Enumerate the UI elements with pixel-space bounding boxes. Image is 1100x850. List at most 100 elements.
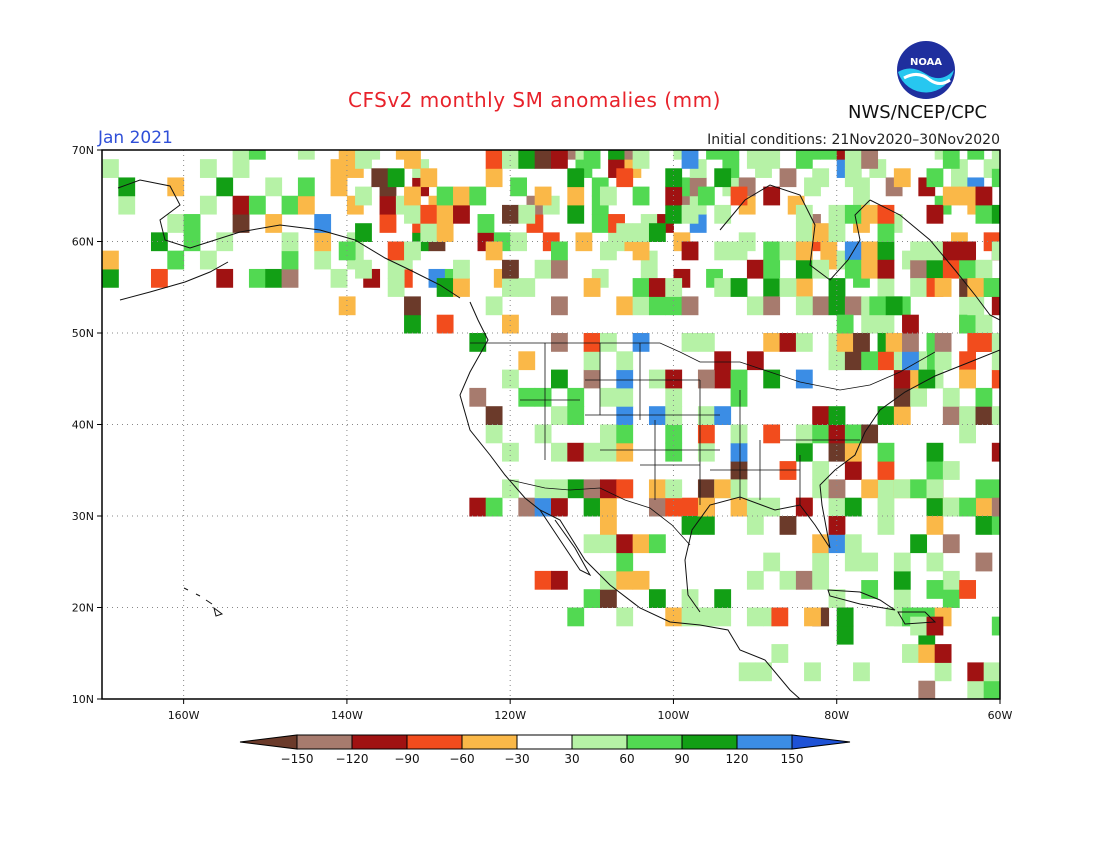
anomaly-cell xyxy=(779,570,797,590)
anomaly-cell xyxy=(967,680,985,699)
anomaly-cell xyxy=(991,351,1000,371)
anomaly-cell xyxy=(730,369,748,389)
anomaly-cell xyxy=(934,333,952,352)
anomaly-cell xyxy=(942,570,960,590)
anomaly-cell xyxy=(575,232,593,252)
anomaly-cell xyxy=(795,296,813,316)
anomaly-cell xyxy=(502,150,519,151)
anomaly-cell xyxy=(404,150,421,169)
anomaly-cell xyxy=(485,150,503,151)
anomaly-cell xyxy=(681,516,699,535)
anomaly-cell xyxy=(730,424,748,444)
anomaly-cell xyxy=(763,296,781,316)
anomaly-cell xyxy=(795,223,813,242)
anomaly-cell xyxy=(926,552,944,572)
anomaly-cell xyxy=(861,424,879,444)
axis-labels: 70N 60N 50N 40N 30N 20N 10N 160W 140W 120W 100W 80W… xyxy=(72,144,1013,722)
lat-tick-label: 10N xyxy=(72,693,94,706)
anomaly-cell xyxy=(934,351,952,371)
anomaly-cell xyxy=(1082,626,1099,645)
anomaly-cell xyxy=(918,680,936,699)
anomaly-cell xyxy=(926,259,944,279)
anomaly-cell xyxy=(902,644,919,663)
anomaly-cell xyxy=(877,223,895,242)
lon-tick-label: 160W xyxy=(168,709,200,722)
anomaly-cell xyxy=(828,589,846,608)
anomaly-cell xyxy=(910,534,928,554)
anomaly-cell xyxy=(518,278,536,297)
anomaly-cell xyxy=(567,204,585,224)
anomaly-cell xyxy=(681,150,699,169)
anomaly-cell xyxy=(1057,443,1074,462)
anomaly-cell xyxy=(983,680,1000,699)
anomaly-cell xyxy=(502,259,519,279)
anomaly-cell xyxy=(102,159,119,178)
anomaly-cell xyxy=(812,424,830,444)
anomaly-cell xyxy=(1008,370,1025,389)
cuba xyxy=(827,589,896,611)
anomaly-cell xyxy=(453,186,470,206)
anomaly-cell xyxy=(836,607,854,627)
anomaly-cell xyxy=(697,333,715,352)
anomaly-cell xyxy=(265,177,283,197)
anomaly-cell xyxy=(730,442,748,462)
anomaly-cell xyxy=(697,479,715,499)
anomaly-cell xyxy=(1024,168,1041,187)
colorbar-swatch xyxy=(296,734,353,750)
anomaly-cell xyxy=(297,195,315,215)
anomaly-cell xyxy=(893,168,911,188)
anomaly-cell xyxy=(1008,296,1025,315)
anomaly-cell xyxy=(1065,232,1082,251)
anomaly-cell xyxy=(355,186,372,206)
anomaly-cell xyxy=(502,314,519,334)
anomaly-cell xyxy=(714,241,732,261)
anomaly-cell xyxy=(551,241,568,261)
colorbar-swatch xyxy=(351,734,408,750)
anomaly-cell xyxy=(885,333,903,352)
anomaly-cell xyxy=(763,497,781,517)
anomaly-cell xyxy=(404,186,421,206)
anomaly-cell xyxy=(877,278,895,297)
anomaly-cell xyxy=(314,214,332,233)
anomaly-cell xyxy=(877,314,895,334)
anomaly-cell xyxy=(1033,141,1050,160)
anomaly-cell xyxy=(1041,315,1058,334)
anomaly-cell xyxy=(714,150,732,151)
anomaly-cell xyxy=(861,479,879,499)
anomaly-cell xyxy=(1057,516,1074,535)
anomaly-cell xyxy=(746,497,764,517)
anomaly-cell xyxy=(167,214,185,233)
anomaly-cell xyxy=(632,150,650,169)
anomaly-cell xyxy=(199,159,217,178)
anomaly-cell xyxy=(779,461,797,480)
anomaly-cell xyxy=(1008,278,1025,297)
anomaly-cell xyxy=(387,278,405,297)
anomaly-cell xyxy=(697,406,715,425)
anomaly-cell xyxy=(102,268,119,288)
anomaly-cell xyxy=(942,186,960,206)
anomaly-cell xyxy=(1073,425,1090,444)
anomaly-cell xyxy=(877,259,895,279)
anomaly-cell xyxy=(763,424,781,444)
anomaly-cell xyxy=(1000,662,1017,681)
anomaly-cell xyxy=(265,214,283,233)
anomaly-cell xyxy=(1024,598,1041,617)
anomaly-cell xyxy=(828,479,846,499)
anomaly-cell xyxy=(926,168,944,188)
anomaly-cell xyxy=(844,351,862,371)
anomaly-cell xyxy=(518,387,536,407)
anomaly-cell xyxy=(632,296,650,316)
anomaly-cell xyxy=(836,333,854,352)
anomaly-cell xyxy=(502,278,519,297)
anomaly-cell xyxy=(1033,196,1050,215)
anomaly-cell xyxy=(583,278,601,297)
anomaly-cell xyxy=(975,497,993,517)
anomaly-cell xyxy=(902,333,919,352)
anomaly-cell xyxy=(648,479,666,499)
anomaly-cell xyxy=(746,259,764,279)
anomaly-cell xyxy=(534,479,552,499)
anomaly-cell xyxy=(853,662,870,682)
anomaly-cell xyxy=(485,150,503,169)
anomaly-cell xyxy=(926,204,944,224)
